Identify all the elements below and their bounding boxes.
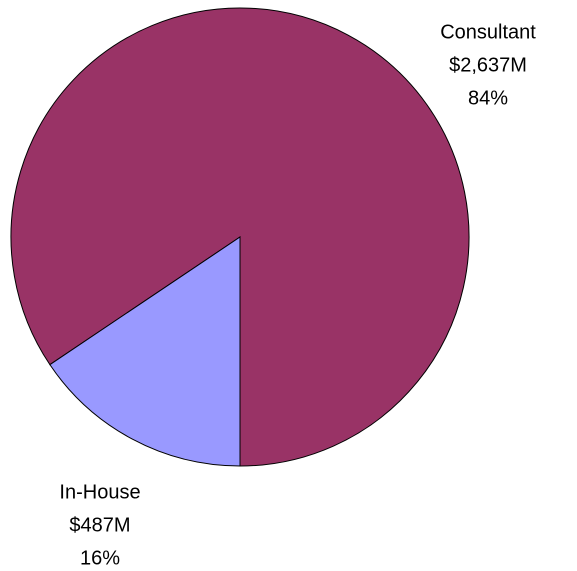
pie [10,7,470,467]
labels: Consultant $2,637M 84% In-House $487M 16% [59,21,536,569]
value-label: $2,637M [449,54,527,76]
slice-name: Consultant [440,21,536,43]
percent-label: 16% [80,547,120,569]
value-label: $487M [69,514,130,536]
pie-slice [49,236,241,467]
percent-label: 84% [468,87,508,109]
pie-slice [10,7,470,467]
slice-name: In-House [59,481,140,503]
